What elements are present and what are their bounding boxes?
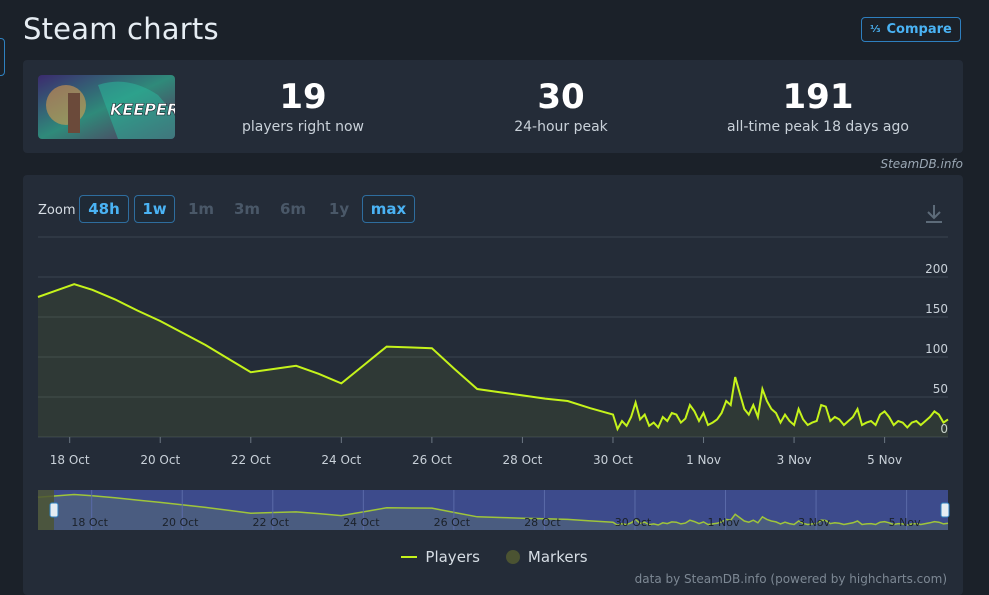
zoom-1m-button[interactable]: 1m [187, 200, 215, 218]
y-tick-label: 200 [925, 262, 948, 276]
stat-label: 24-hour peak [514, 119, 608, 135]
x-tick-label: 5 Nov [867, 453, 902, 467]
navigator-unselected-left [38, 490, 54, 530]
x-tick-label: 30 Oct [593, 453, 633, 467]
stat-all-time-peak: 191 all-time peak 18 days ago [713, 76, 923, 136]
legend-line-icon [401, 556, 418, 558]
legend-label-players: Players [425, 548, 480, 566]
y-tick-label: 0 [940, 422, 948, 436]
navigator-tick-label: 30 Oct [615, 516, 652, 529]
y-tick-label: 100 [925, 342, 948, 356]
navigator-tick-label: 3 Nov [798, 516, 830, 529]
chart-credit[interactable]: data by SteamDB.info (powered by highcha… [634, 572, 947, 586]
x-tick-label: 24 Oct [321, 453, 361, 467]
stat-24h-peak: 30 24-hour peak [481, 76, 641, 136]
game-thumbnail[interactable]: KEEPER [38, 75, 175, 139]
navigator-tick-label: 26 Oct [434, 516, 471, 529]
stat-value: 30 [537, 77, 585, 117]
stat-label: all-time peak 18 days ago [727, 119, 909, 135]
stats-card: KEEPER 19 players right now 30 24-hour p… [23, 60, 963, 153]
left-edge-tab[interactable] [0, 38, 5, 76]
x-tick-label: 18 Oct [50, 453, 90, 467]
legend-label-markers: Markers [527, 548, 588, 566]
stat-players-now: 19 players right now [223, 76, 383, 136]
zoom-48h-button[interactable]: 48h [79, 195, 129, 223]
player-chart[interactable]: 0 50 100 150 200 18 Oct 20 Oct 22 Oct 24 Oct 26 O… [0, 0, 989, 582]
navigator-tick-label: 22 Oct [253, 516, 290, 529]
compare-icon: ⅓ [870, 24, 881, 35]
navigator-handle-right[interactable] [940, 502, 950, 518]
zoom-3m-button[interactable]: 3m [233, 200, 261, 218]
navigator-handle-left[interactable] [49, 502, 59, 518]
download-icon[interactable] [923, 202, 945, 224]
x-tick-label: 28 Oct [503, 453, 543, 467]
stat-value: 19 [279, 77, 327, 117]
zoom-label: Zoom [38, 203, 76, 218]
x-tick-label: 1 Nov [686, 453, 721, 467]
players-line [37, 283, 949, 432]
x-tick-label: 20 Oct [140, 453, 180, 467]
stat-value: 191 [782, 77, 854, 117]
page-title: Steam charts [23, 12, 219, 46]
source-label[interactable]: SteamDB.info [880, 157, 963, 171]
navigator-line [37, 493, 949, 527]
compare-button[interactable]: ⅓ Compare [861, 17, 961, 42]
thumbnail-logo-text: KEEPER [110, 100, 175, 119]
legend-dot-icon [505, 550, 520, 564]
navigator-tick-label: 18 Oct [71, 516, 108, 529]
players-area [38, 284, 948, 437]
y-tick-label: 150 [925, 302, 948, 316]
zoom-max-button[interactable]: max [362, 195, 415, 223]
stat-label: players right now [242, 119, 364, 135]
y-tick-label: 50 [933, 382, 948, 396]
x-tick-label: 22 Oct [231, 453, 271, 467]
zoom-6m-button[interactable]: 6m [279, 200, 307, 218]
legend-item-players[interactable]: Players [401, 548, 480, 566]
navigator-tick-label: 24 Oct [343, 516, 380, 529]
zoom-1y-button[interactable]: 1y [328, 200, 350, 218]
x-tick-label: 3 Nov [777, 453, 812, 467]
navigator-tick-label: 20 Oct [162, 516, 199, 529]
navigator-tick-label: 5 Nov [889, 516, 921, 529]
compare-label: Compare [886, 22, 952, 37]
navigator-area [38, 494, 948, 530]
zoom-1w-button[interactable]: 1w [134, 195, 175, 223]
chart-legend: Players Markers [0, 548, 989, 566]
navigator-tick-label: 1 Nov [708, 516, 740, 529]
legend-item-markers[interactable]: Markers [505, 548, 588, 566]
navigator-tick-label: 28 Oct [524, 516, 561, 529]
x-tick-label: 26 Oct [412, 453, 452, 467]
